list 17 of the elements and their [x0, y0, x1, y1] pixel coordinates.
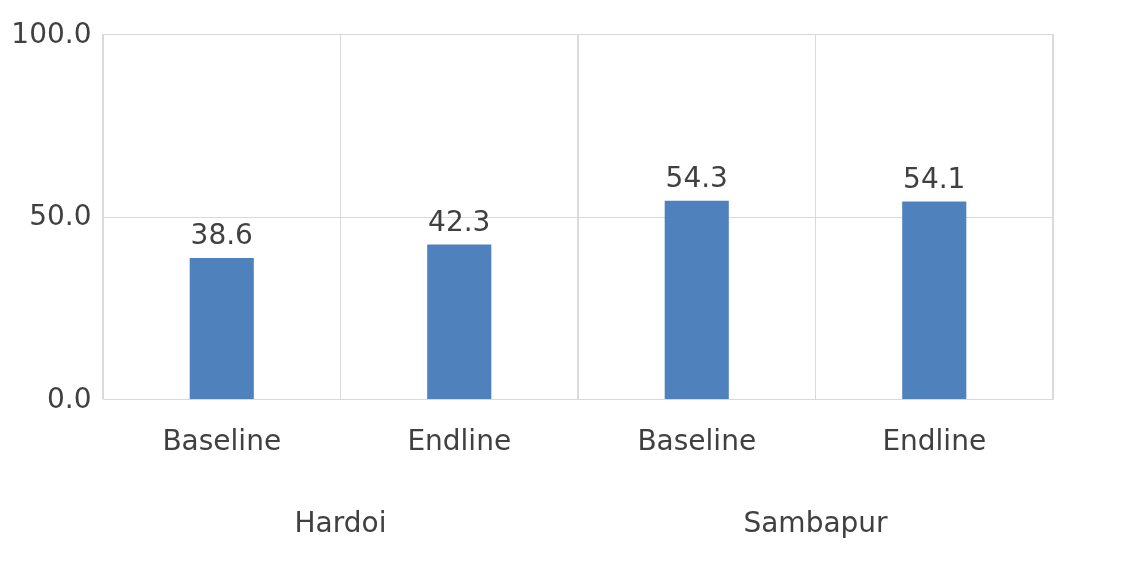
x-tick-label: Endline — [882, 423, 987, 457]
y-tick-label: 0.0 — [46, 381, 92, 415]
text: Hardoi — [294, 506, 387, 539]
bar — [189, 258, 254, 399]
data-label: 38.6 — [190, 218, 253, 252]
bar — [427, 244, 492, 399]
x-tick-label: Endline — [407, 423, 512, 457]
text: Sambapur — [743, 506, 889, 539]
x-tick-label: Baseline — [162, 423, 282, 457]
bar — [664, 200, 729, 399]
data-label: 42.3 — [428, 204, 491, 238]
x-tick-label: Baseline — [637, 423, 757, 457]
y-tick-label: 50.0 — [29, 199, 92, 232]
data-label: 54.1 — [903, 161, 966, 195]
y-tick-label: 100.0 — [11, 16, 92, 50]
data-label: 54.3 — [665, 160, 728, 194]
bar — [902, 201, 967, 399]
